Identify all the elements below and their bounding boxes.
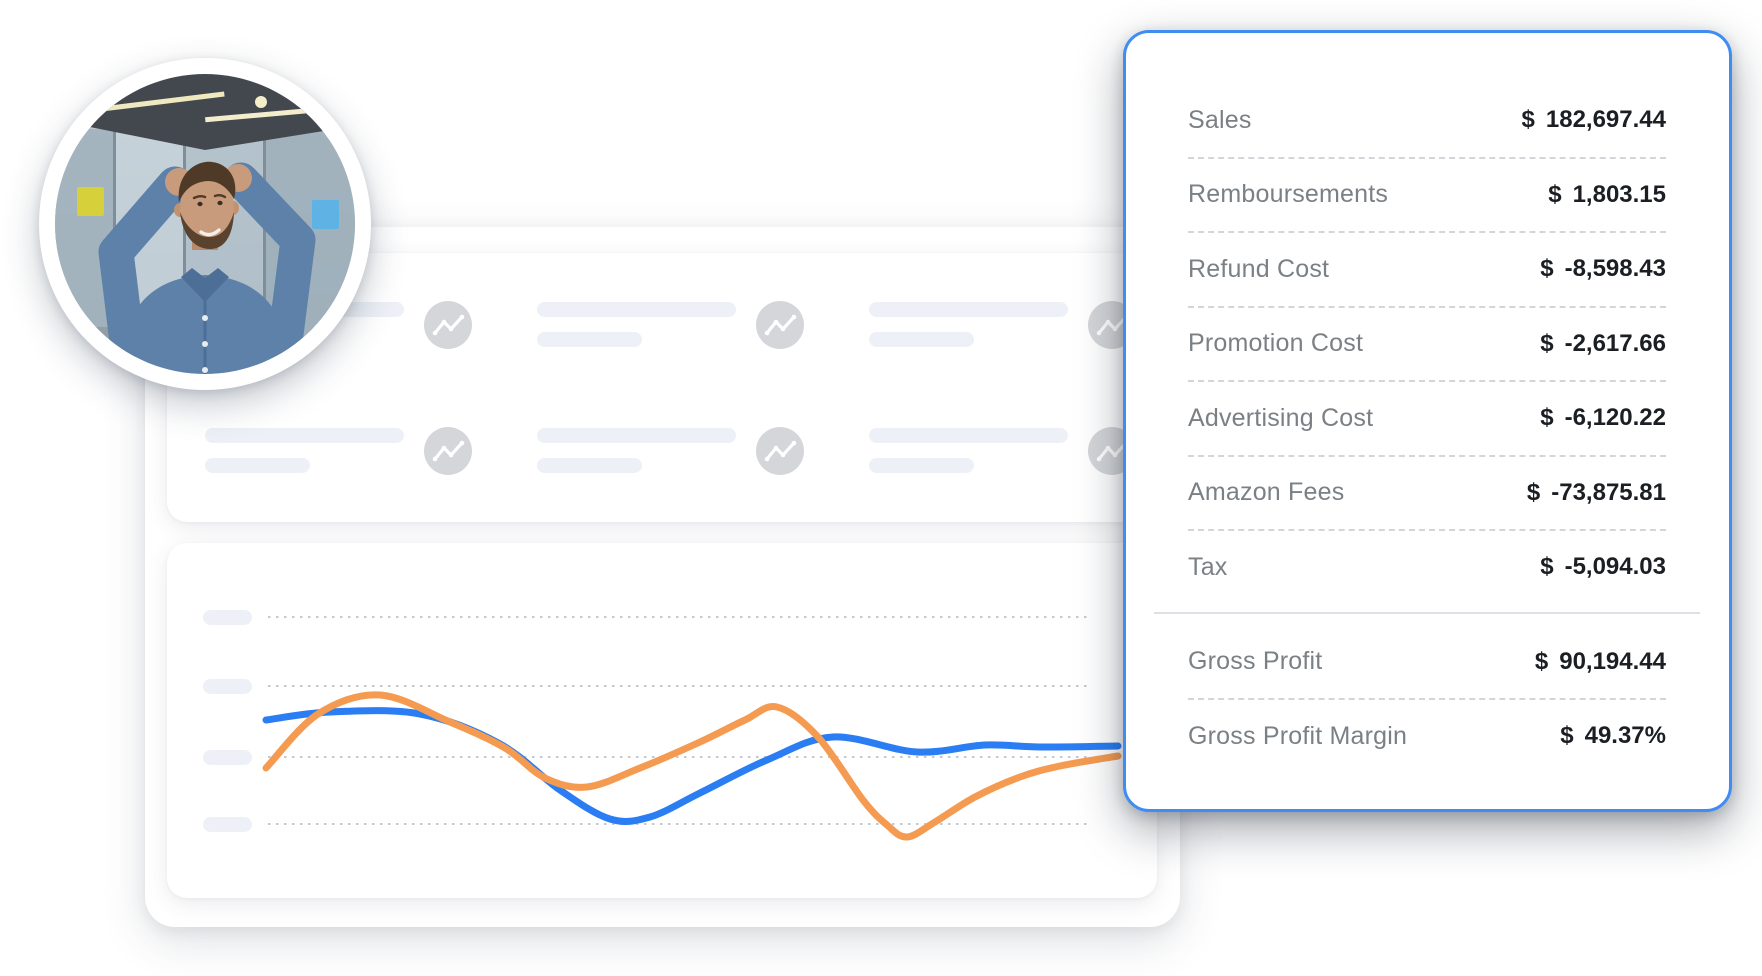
panel-row: Gross Profit Margin $49.37%	[1188, 700, 1666, 773]
currency-sign: $	[1540, 553, 1553, 581]
currency-sign: $	[1522, 106, 1535, 134]
trend-zigzag-icon	[756, 301, 804, 349]
avatar	[39, 58, 371, 390]
skeleton-bar-long	[537, 302, 736, 317]
panel-row-value: $-5,094.03	[1540, 553, 1666, 581]
panel-row-value: $1,803.15	[1548, 181, 1666, 209]
panel-row-label: Promotion Cost	[1188, 329, 1363, 358]
panel-row-value: $-2,617.66	[1540, 330, 1666, 358]
profit-summary-panel: Sales$182,697.44Remboursements$1,803.15R…	[1123, 30, 1732, 812]
panel-divider	[1154, 612, 1700, 614]
gridline	[268, 823, 1090, 825]
chart-card	[167, 543, 1157, 898]
panel-row: Sales $182,697.44	[1188, 84, 1666, 159]
panel-row: Gross Profit $90,194.44	[1188, 626, 1666, 701]
panel-row-label: Gross Profit Margin	[1188, 722, 1407, 751]
panel-row-label: Amazon Fees	[1188, 478, 1344, 507]
panel-row: Tax $-5,094.03	[1188, 531, 1666, 604]
gridline	[268, 756, 1090, 758]
panel-row-label: Remboursements	[1188, 180, 1388, 209]
panel-row-value: $-73,875.81	[1527, 479, 1666, 507]
currency-sign: $	[1540, 330, 1553, 358]
page: Sales$182,697.44Remboursements$1,803.15R…	[0, 0, 1762, 976]
skeleton-bar-short	[537, 458, 642, 473]
panel-row: Amazon Fees $-73,875.81	[1188, 457, 1666, 532]
panel-row: Advertising Cost $-6,120.22	[1188, 382, 1666, 457]
currency-sign: $	[1540, 255, 1553, 283]
panel-row: Refund Cost $-8,598.43	[1188, 233, 1666, 308]
skeleton-bar-long	[869, 302, 1068, 317]
axis-tick-placeholder	[203, 817, 252, 832]
skeleton-bar-long	[205, 428, 404, 443]
axis-tick-placeholder	[203, 750, 252, 765]
skeleton-bar-short	[869, 458, 974, 473]
axis-tick-placeholder	[203, 610, 252, 625]
skeleton-bar-long	[537, 428, 736, 443]
panel-row-label: Tax	[1188, 553, 1228, 582]
trend-zigzag-icon	[424, 427, 472, 475]
currency-sign: $	[1527, 479, 1540, 507]
panel-row: Remboursements $1,803.15	[1188, 159, 1666, 234]
currency-sign: $	[1560, 722, 1573, 750]
gridline	[268, 616, 1090, 618]
axis-tick-placeholder	[203, 679, 252, 694]
skeleton-bar-short	[537, 332, 642, 347]
skeleton-bar-short	[869, 332, 974, 347]
trend-zigzag-icon	[756, 427, 804, 475]
trend-zigzag-icon	[424, 301, 472, 349]
panel-row-value: $49.37%	[1560, 722, 1666, 750]
skeleton-bar-short	[205, 458, 310, 473]
panel-row-value: $182,697.44	[1522, 106, 1666, 134]
currency-sign: $	[1540, 404, 1553, 432]
panel-row-label: Sales	[1188, 106, 1252, 135]
panel-row-label: Refund Cost	[1188, 255, 1329, 284]
currency-sign: $	[1535, 648, 1548, 676]
panel-row-label: Advertising Cost	[1188, 404, 1373, 433]
currency-sign: $	[1548, 181, 1561, 209]
panel-row-label: Gross Profit	[1188, 647, 1322, 676]
panel-row: Promotion Cost $-2,617.66	[1188, 308, 1666, 383]
gridline	[268, 685, 1090, 687]
panel-row-value: $90,194.44	[1535, 648, 1666, 676]
skeleton-bar-long	[869, 428, 1068, 443]
avatar-illustration	[55, 74, 355, 374]
panel-row-value: $-6,120.22	[1540, 404, 1666, 432]
panel-row-value: $-8,598.43	[1540, 255, 1666, 283]
